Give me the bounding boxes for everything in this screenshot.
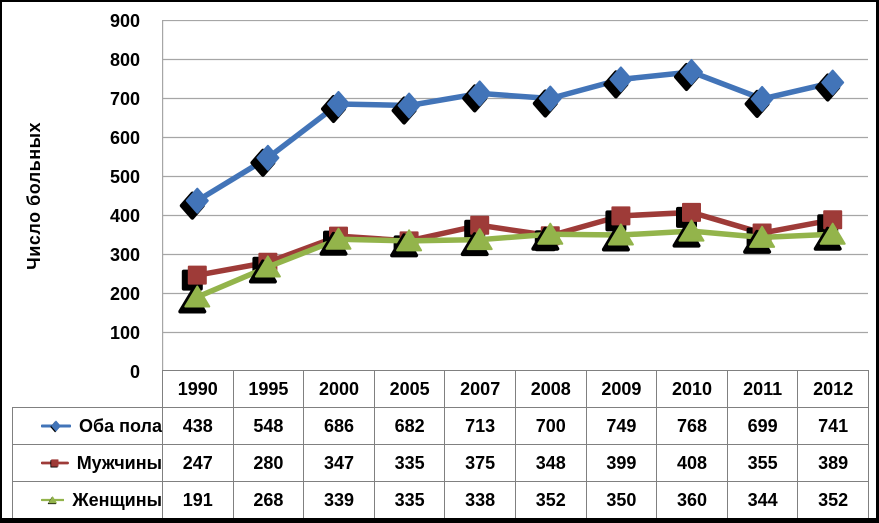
value-cell: 682 — [373, 407, 446, 445]
value-cell: 352 — [797, 481, 869, 518]
value-cell: 548 — [232, 407, 305, 445]
value-cell: 768 — [656, 407, 728, 445]
diamond-marker — [609, 66, 633, 93]
triangle-marker — [819, 222, 846, 245]
year-cell: 1995 — [232, 370, 305, 408]
y-tick-label: 500 — [109, 166, 140, 187]
triangle-marker — [396, 229, 423, 252]
value-cell: 268 — [232, 481, 305, 518]
series-line-0 — [194, 69, 836, 204]
y-tick-label: 900 — [109, 10, 140, 31]
diamond-marker — [538, 85, 562, 112]
square-marker — [187, 265, 207, 285]
diamond-marker — [821, 69, 845, 96]
series-line-1 — [194, 209, 836, 278]
value-cell: 347 — [303, 444, 375, 482]
year-cell: 2000 — [303, 370, 375, 408]
diamond-marker — [468, 80, 492, 107]
diamond-marker — [680, 58, 703, 85]
value-cell: 741 — [797, 407, 869, 445]
value-cell: 699 — [726, 407, 799, 445]
value-cell: 348 — [515, 444, 587, 482]
y-axis-title: Число больных — [14, 20, 54, 371]
y-tick-label: 700 — [109, 88, 140, 109]
diamond-marker — [397, 92, 421, 119]
triangle-marker — [537, 222, 564, 245]
legend-cell: Мужчины — [12, 444, 163, 482]
value-cell: 408 — [656, 444, 728, 482]
y-axis-title-text: Число больных — [23, 121, 44, 270]
year-cell: 2012 — [797, 370, 869, 408]
value-cell: 749 — [585, 407, 658, 445]
square-marker — [682, 202, 701, 222]
value-cell: 700 — [515, 407, 587, 445]
y-tick-label: 200 — [109, 283, 140, 304]
year-cell: 2011 — [726, 370, 799, 408]
value-cell: 399 — [585, 444, 658, 482]
legend-cell: Женщины — [12, 481, 163, 518]
value-cell: 355 — [726, 444, 799, 482]
diamond-marker — [750, 85, 774, 112]
year-cell: 1990 — [162, 370, 234, 408]
value-cell: 339 — [303, 481, 375, 518]
year-cell: 2005 — [373, 370, 446, 408]
series-markers-2 — [178, 219, 846, 314]
triangle-marker — [325, 227, 352, 250]
diamond-legend-icon — [41, 420, 71, 433]
value-cell: 191 — [162, 481, 234, 518]
value-cell: 335 — [373, 481, 446, 518]
legend-label: Оба пола — [79, 415, 162, 436]
value-cell: 360 — [656, 481, 728, 518]
triangle-marker — [466, 228, 493, 251]
diamond-marker — [256, 144, 280, 171]
triangle-marker — [184, 285, 211, 308]
value-cell: 350 — [585, 481, 658, 518]
year-cell: 2007 — [444, 370, 516, 408]
value-cell: 713 — [444, 407, 516, 445]
year-cell: 2010 — [656, 370, 728, 408]
square-marker — [823, 210, 843, 230]
y-tick-label: 800 — [109, 49, 140, 70]
legend-label: Женщины — [72, 489, 162, 510]
legend-cell: Оба пола — [12, 407, 163, 445]
value-cell: 438 — [162, 407, 234, 445]
value-cell: 247 — [162, 444, 234, 482]
value-cell: 352 — [515, 481, 587, 518]
value-cell: 375 — [444, 444, 516, 482]
y-tick-label: 0 — [129, 361, 140, 382]
diamond-marker — [327, 90, 350, 117]
value-cell: 686 — [303, 407, 375, 445]
triangle-legend-icon — [41, 496, 65, 505]
y-tick-label: 100 — [109, 322, 140, 343]
value-cell: 280 — [232, 444, 305, 482]
triangle-marker — [749, 225, 776, 248]
series-markers-1 — [181, 202, 843, 291]
triangle-marker — [254, 255, 281, 278]
y-tick-label: 300 — [109, 244, 140, 265]
y-tick-label: 400 — [109, 205, 140, 226]
value-cell: 335 — [373, 444, 446, 482]
series-line-2 — [194, 228, 836, 300]
value-cell: 389 — [797, 444, 869, 482]
square-marker — [470, 215, 490, 235]
square-legend-icon — [41, 459, 69, 468]
legend-label: Мужчины — [76, 452, 162, 473]
triangle-marker — [607, 223, 634, 246]
value-cell: 338 — [444, 481, 516, 518]
triangle-marker — [678, 219, 705, 242]
value-cell: 344 — [726, 481, 799, 518]
square-marker — [611, 206, 631, 226]
series-markers-0 — [179, 58, 845, 220]
line-chart-plot — [162, 20, 868, 372]
y-tick-label: 600 — [109, 127, 140, 148]
diamond-marker — [185, 187, 209, 214]
year-cell: 2009 — [585, 370, 658, 408]
year-cell: 2008 — [515, 370, 587, 408]
